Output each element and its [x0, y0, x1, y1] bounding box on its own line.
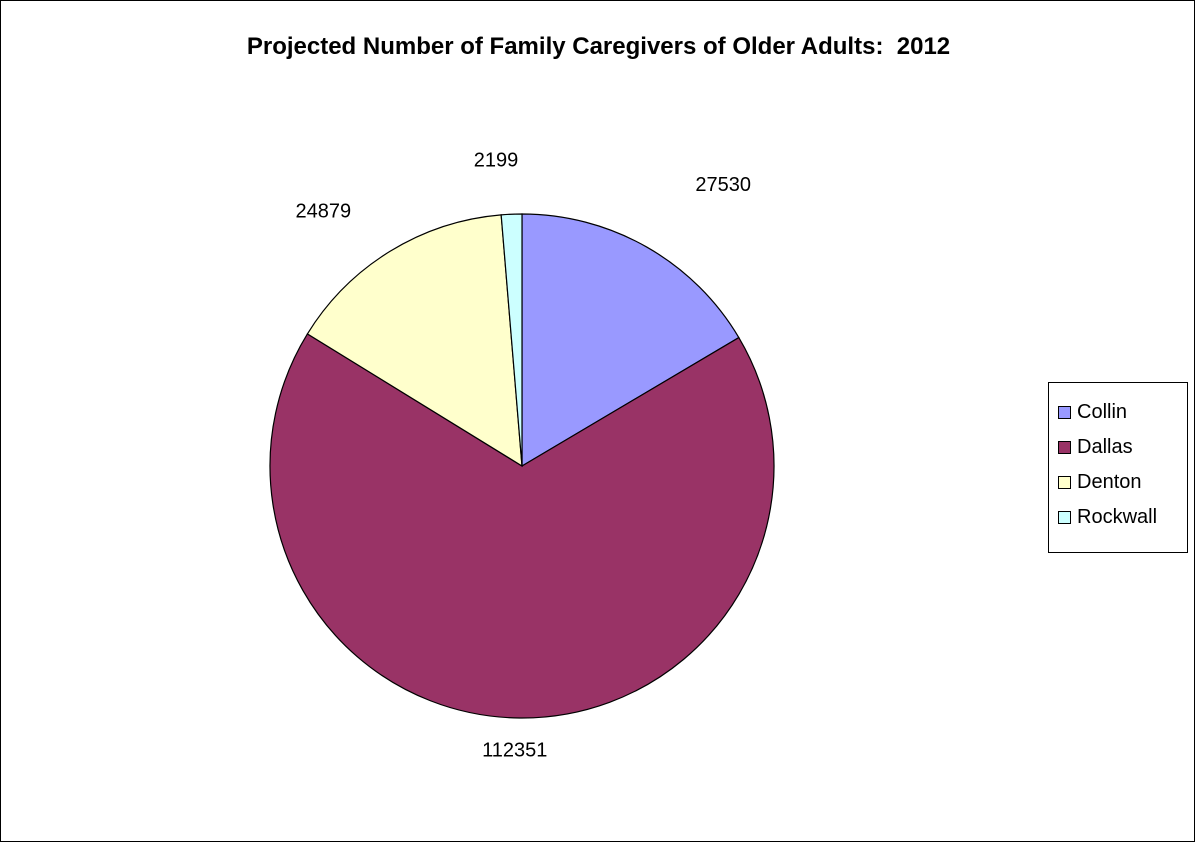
pie-slice-denton — [306, 214, 523, 468]
legend-item-denton: Denton — [1049, 465, 1187, 500]
data-label-denton: 24879 — [295, 200, 351, 222]
legend-swatch-collin — [1058, 406, 1071, 419]
pie-slices — [269, 213, 775, 719]
legend-label-denton: Denton — [1077, 471, 1142, 493]
pie-slice-dallas — [269, 333, 775, 719]
legend-swatch-denton — [1058, 476, 1071, 489]
legend-item-dallas: Dallas — [1049, 430, 1187, 465]
legend: Collin Dallas Denton Rockwall — [1048, 382, 1188, 553]
pie-data-labels: 27530 112351 24879 2199 — [295, 150, 751, 762]
data-label-collin: 27530 — [695, 174, 751, 196]
data-label-dallas: 112351 — [482, 739, 547, 761]
data-label-rockwall: 2199 — [474, 150, 519, 172]
chart-title: Projected Number of Family Caregivers of… — [246, 33, 951, 60]
legend-swatch-dallas — [1058, 441, 1071, 454]
pie-slice-rockwall — [500, 213, 523, 467]
legend-swatch-rockwall — [1058, 511, 1071, 524]
legend-label-collin: Collin — [1077, 401, 1128, 423]
legend-label-dallas: Dallas — [1077, 436, 1133, 458]
legend-item-rockwall: Rockwall — [1049, 500, 1187, 535]
legend-item-collin: Collin — [1049, 395, 1187, 430]
pie-slice-collin — [521, 213, 740, 468]
legend-label-rockwall: Rockwall — [1077, 506, 1158, 528]
